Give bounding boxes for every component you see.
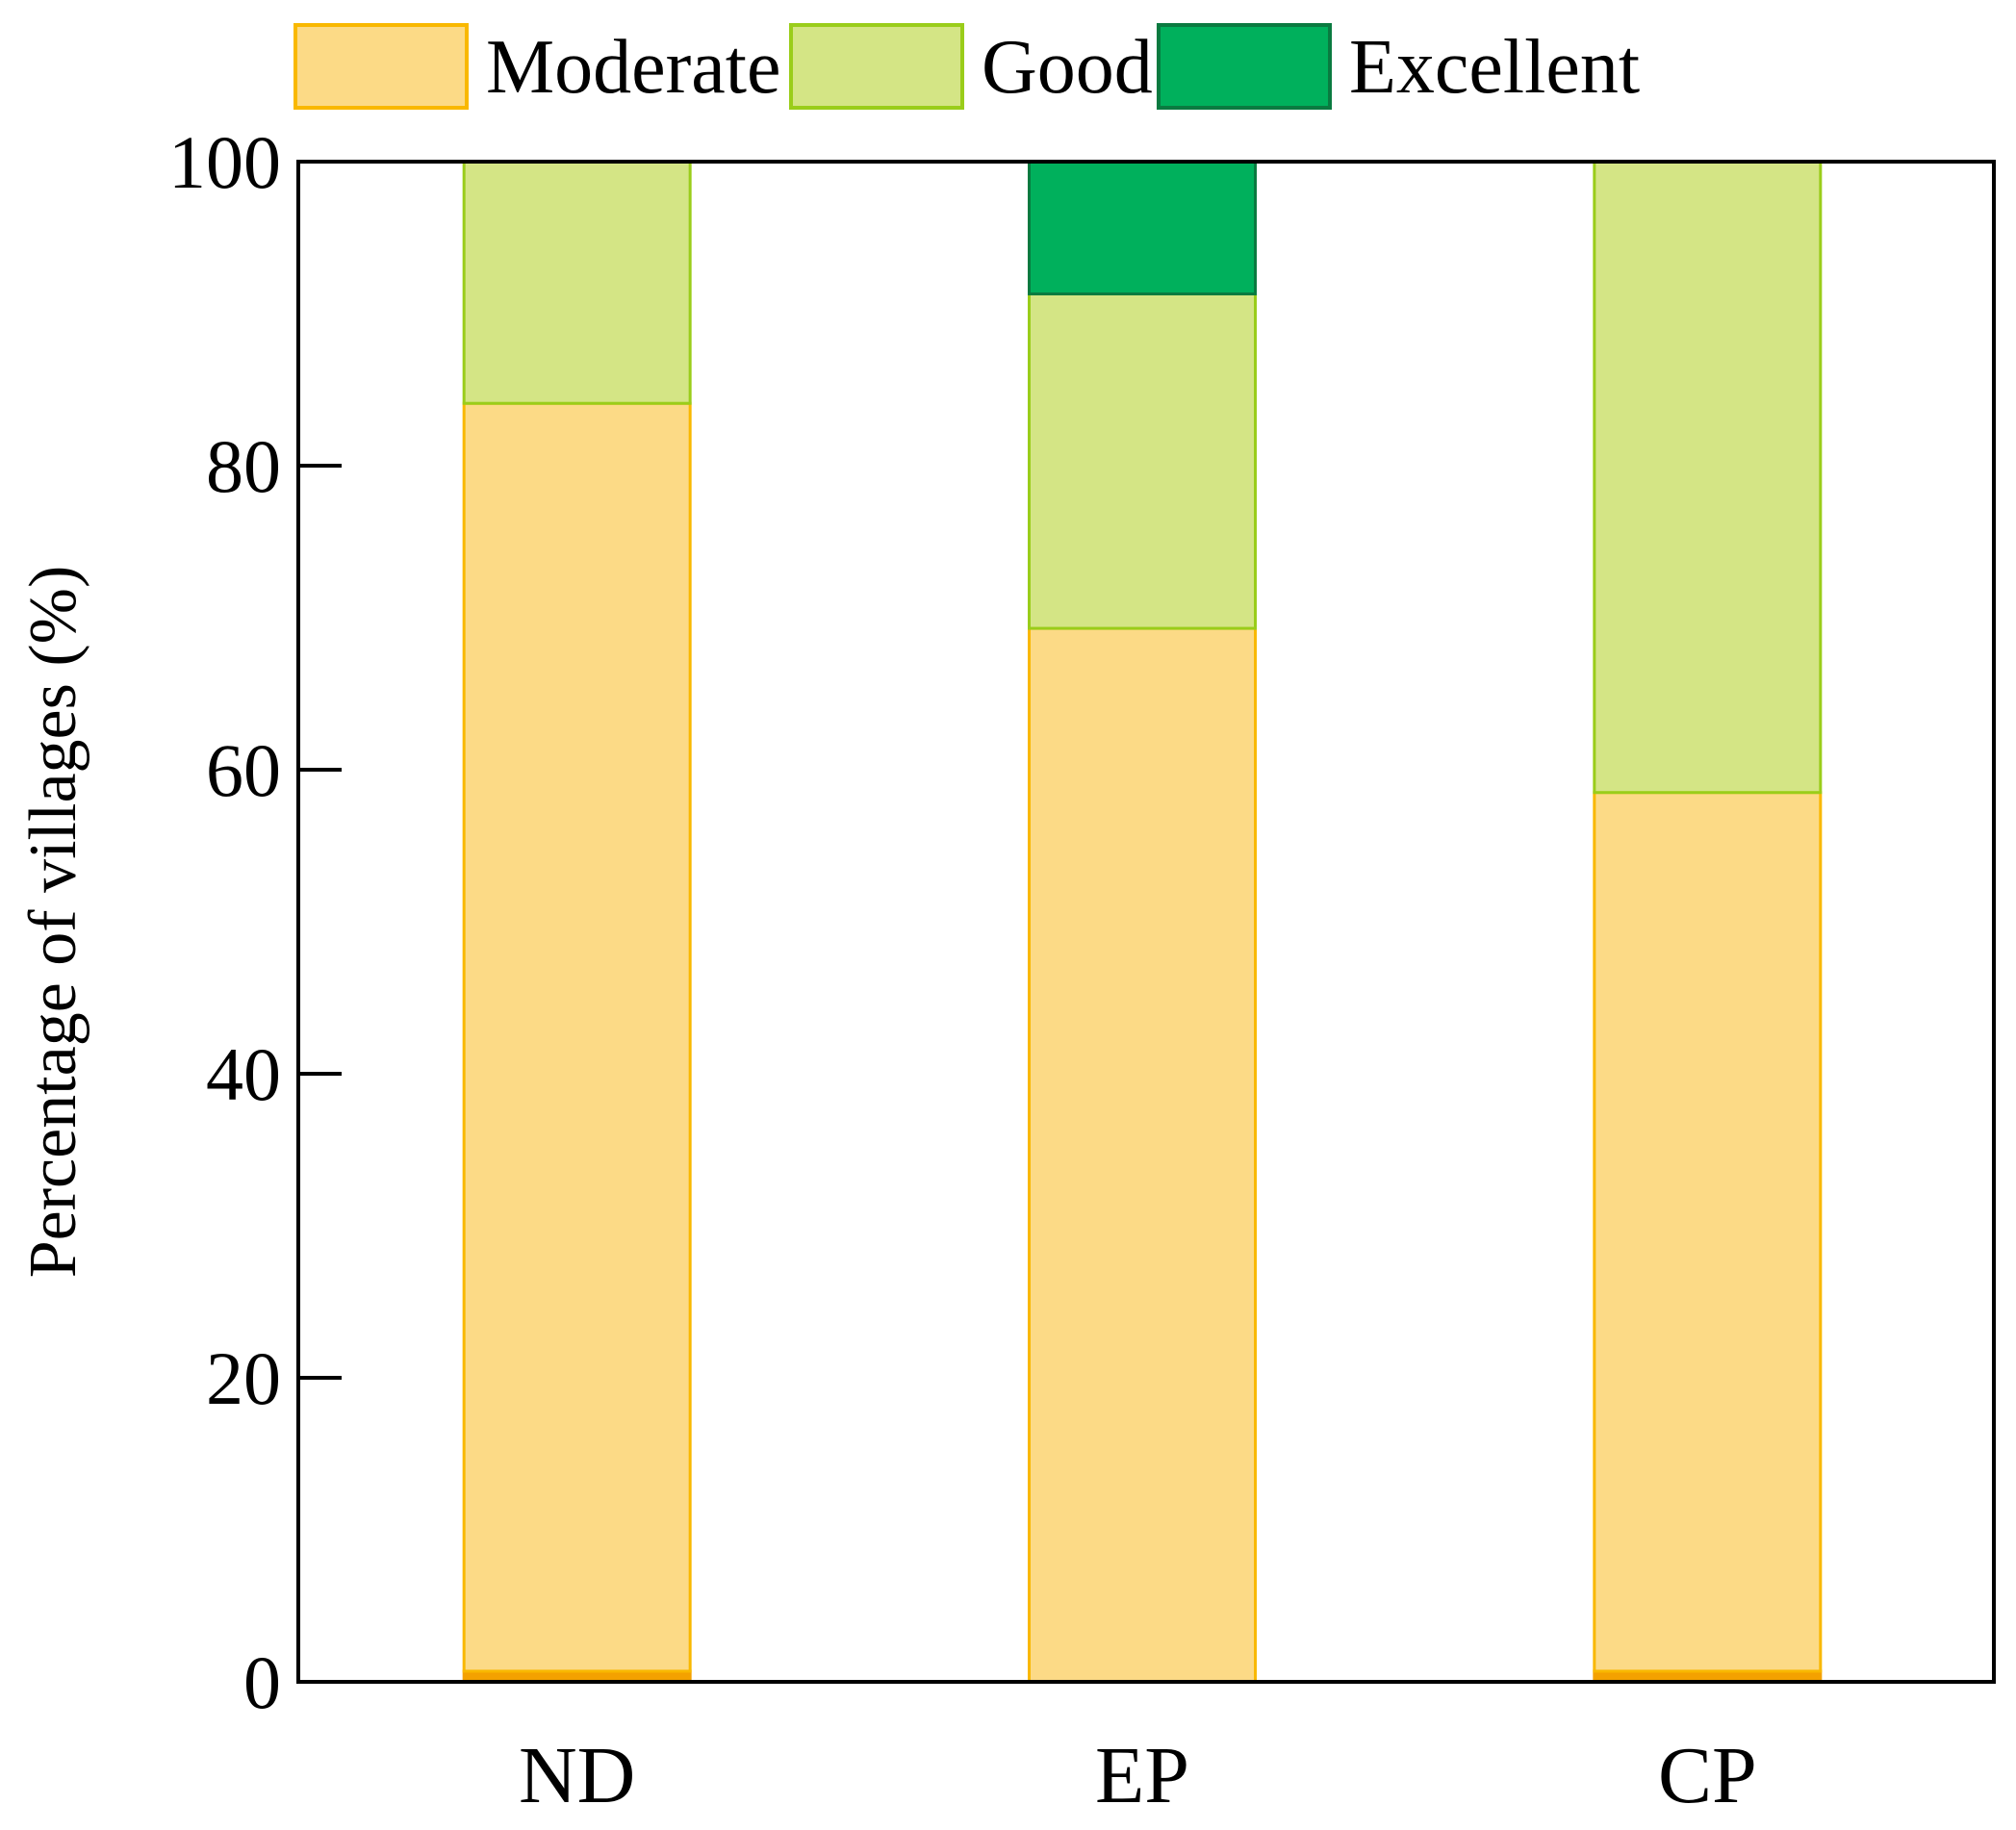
bar-ep-good [1028,292,1257,630]
legend: Moderate Good Excellent [293,23,1640,110]
bars [462,160,1823,1684]
bar-cp-moderate [1593,791,1823,1673]
y-tick-label-100: 100 [168,120,281,204]
bar-nd-good [462,160,692,405]
x-tick-label-nd: ND [519,1731,635,1820]
y-tick-label-20: 20 [206,1336,281,1420]
legend-label-good: Good [982,25,1153,110]
y-tick-label-0: 0 [243,1640,281,1724]
y-tick-label-60: 60 [206,728,281,812]
legend-swatch-excellent [1157,23,1332,110]
y-tick-label-80: 80 [206,424,281,508]
legend-label-moderate: Moderate [486,25,781,110]
y-tick-label-40: 40 [206,1032,281,1116]
legend-label-excellent: Excellent [1349,25,1640,110]
x-tick-label-cp: CP [1658,1731,1757,1820]
legend-swatch-good [789,23,964,110]
y-axis: 0 20 40 60 80 100 [168,120,342,1724]
x-axis: ND EP CP [519,1731,1757,1820]
plot-frame [296,160,1996,1684]
bar-nd-moderate [462,401,692,1673]
x-tick-label-ep: EP [1095,1731,1189,1820]
bar-cp-good [1593,160,1823,795]
bar-ep-excellent [1028,160,1257,295]
legend-swatch-moderate [293,23,469,110]
y-axis-title: Percentage of villages (%) [16,566,90,1279]
bar-ep-moderate [1028,626,1257,1684]
